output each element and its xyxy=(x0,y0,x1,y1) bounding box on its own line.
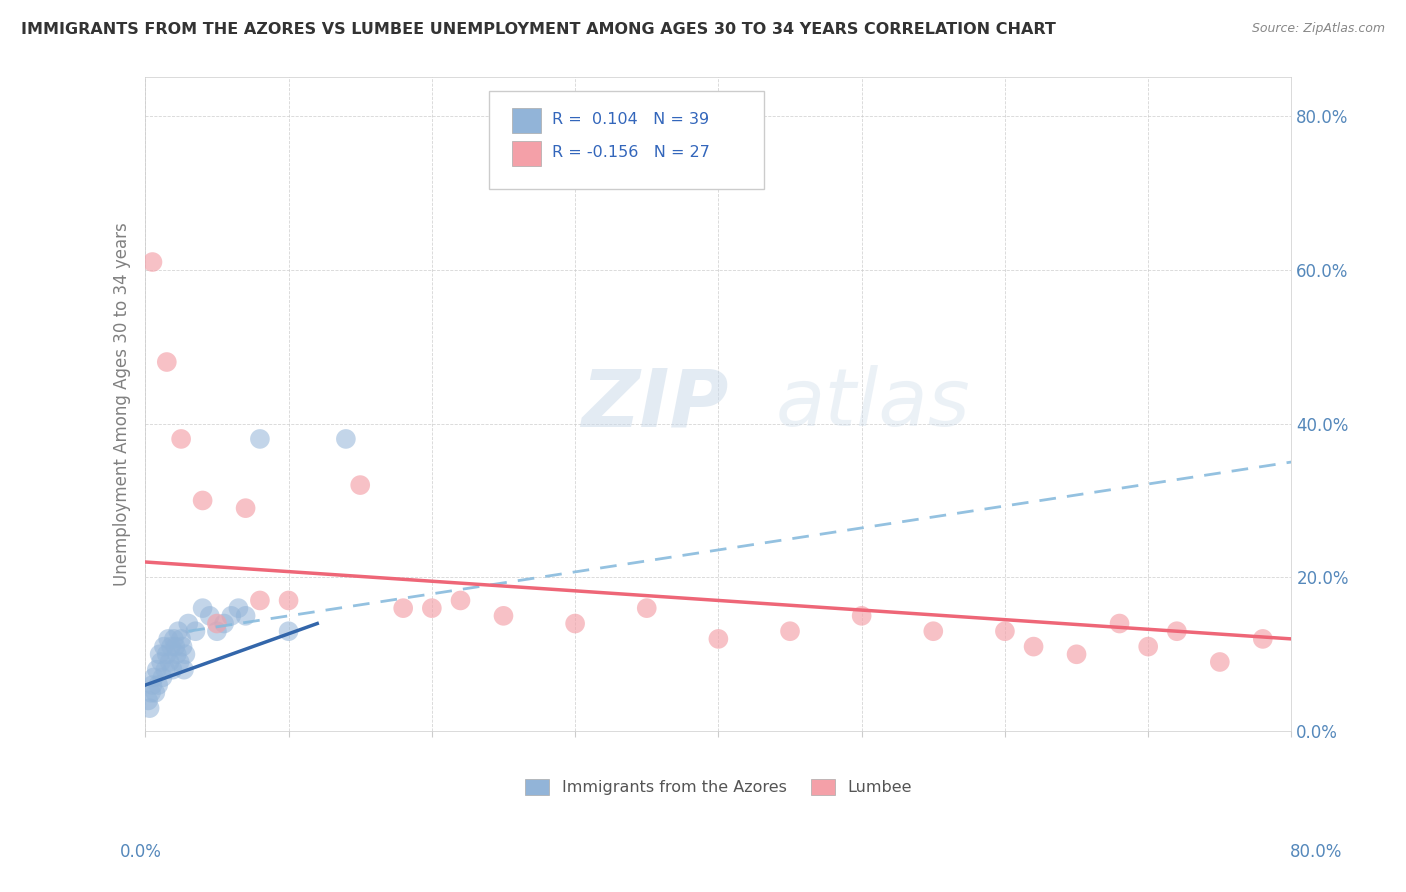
Point xyxy=(492,608,515,623)
Point xyxy=(160,640,183,654)
Point xyxy=(1251,632,1274,646)
Point xyxy=(170,632,193,646)
Point xyxy=(1108,616,1130,631)
Point xyxy=(150,655,173,669)
Point xyxy=(851,608,873,623)
Point xyxy=(138,701,160,715)
Legend: Immigrants from the Azores, Lumbee: Immigrants from the Azores, Lumbee xyxy=(519,772,918,802)
Point xyxy=(184,624,207,639)
Point xyxy=(212,616,235,631)
Point xyxy=(1166,624,1188,639)
Point xyxy=(779,624,801,639)
Y-axis label: Unemployment Among Ages 30 to 34 years: Unemployment Among Ages 30 to 34 years xyxy=(114,222,131,586)
FancyBboxPatch shape xyxy=(512,108,541,133)
FancyBboxPatch shape xyxy=(512,141,541,166)
FancyBboxPatch shape xyxy=(489,90,765,188)
Point xyxy=(219,608,242,623)
Point xyxy=(174,648,197,662)
Point xyxy=(173,663,195,677)
Point xyxy=(636,601,658,615)
Point xyxy=(450,593,472,607)
Point xyxy=(165,640,187,654)
Point xyxy=(172,640,194,654)
Point xyxy=(205,624,228,639)
Point xyxy=(228,601,250,615)
Text: 0.0%: 0.0% xyxy=(120,843,162,861)
Point xyxy=(205,616,228,631)
Point xyxy=(157,632,180,646)
Point xyxy=(249,593,271,607)
Point xyxy=(994,624,1017,639)
Text: R =  0.104   N = 39: R = 0.104 N = 39 xyxy=(553,112,709,128)
Point xyxy=(153,640,176,654)
Point xyxy=(163,632,186,646)
Point xyxy=(155,663,177,677)
Point xyxy=(141,678,163,692)
Point xyxy=(166,648,188,662)
Point xyxy=(143,686,166,700)
Point xyxy=(1137,640,1160,654)
Point xyxy=(156,355,179,369)
Point xyxy=(420,601,443,615)
Point xyxy=(1209,655,1232,669)
Point xyxy=(149,648,172,662)
Point xyxy=(1022,640,1045,654)
Point xyxy=(277,593,299,607)
Text: atlas: atlas xyxy=(776,366,970,443)
Point xyxy=(349,478,371,492)
Point xyxy=(191,493,214,508)
Point xyxy=(277,624,299,639)
Point xyxy=(139,686,162,700)
Point xyxy=(1066,648,1088,662)
Text: ZIP: ZIP xyxy=(581,366,728,443)
Point xyxy=(148,678,170,692)
Point xyxy=(249,432,271,446)
Point xyxy=(136,693,159,707)
Point xyxy=(235,501,257,516)
Point xyxy=(564,616,586,631)
Point xyxy=(235,608,257,623)
Text: IMMIGRANTS FROM THE AZORES VS LUMBEE UNEMPLOYMENT AMONG AGES 30 TO 34 YEARS CORR: IMMIGRANTS FROM THE AZORES VS LUMBEE UNE… xyxy=(21,22,1056,37)
Point xyxy=(177,616,200,631)
Text: 80.0%: 80.0% xyxy=(1291,843,1343,861)
Point xyxy=(922,624,945,639)
Point xyxy=(159,655,181,669)
Point xyxy=(146,663,169,677)
Point xyxy=(392,601,415,615)
Point xyxy=(152,670,174,684)
Point xyxy=(707,632,730,646)
Point xyxy=(170,432,193,446)
Point xyxy=(191,601,214,615)
Point xyxy=(169,655,191,669)
Point xyxy=(142,670,165,684)
Point xyxy=(162,663,184,677)
Point xyxy=(141,255,163,269)
Point xyxy=(167,624,190,639)
Text: R = -0.156   N = 27: R = -0.156 N = 27 xyxy=(553,145,710,161)
Point xyxy=(198,608,221,623)
Point xyxy=(335,432,357,446)
Text: Source: ZipAtlas.com: Source: ZipAtlas.com xyxy=(1251,22,1385,36)
Point xyxy=(156,648,179,662)
